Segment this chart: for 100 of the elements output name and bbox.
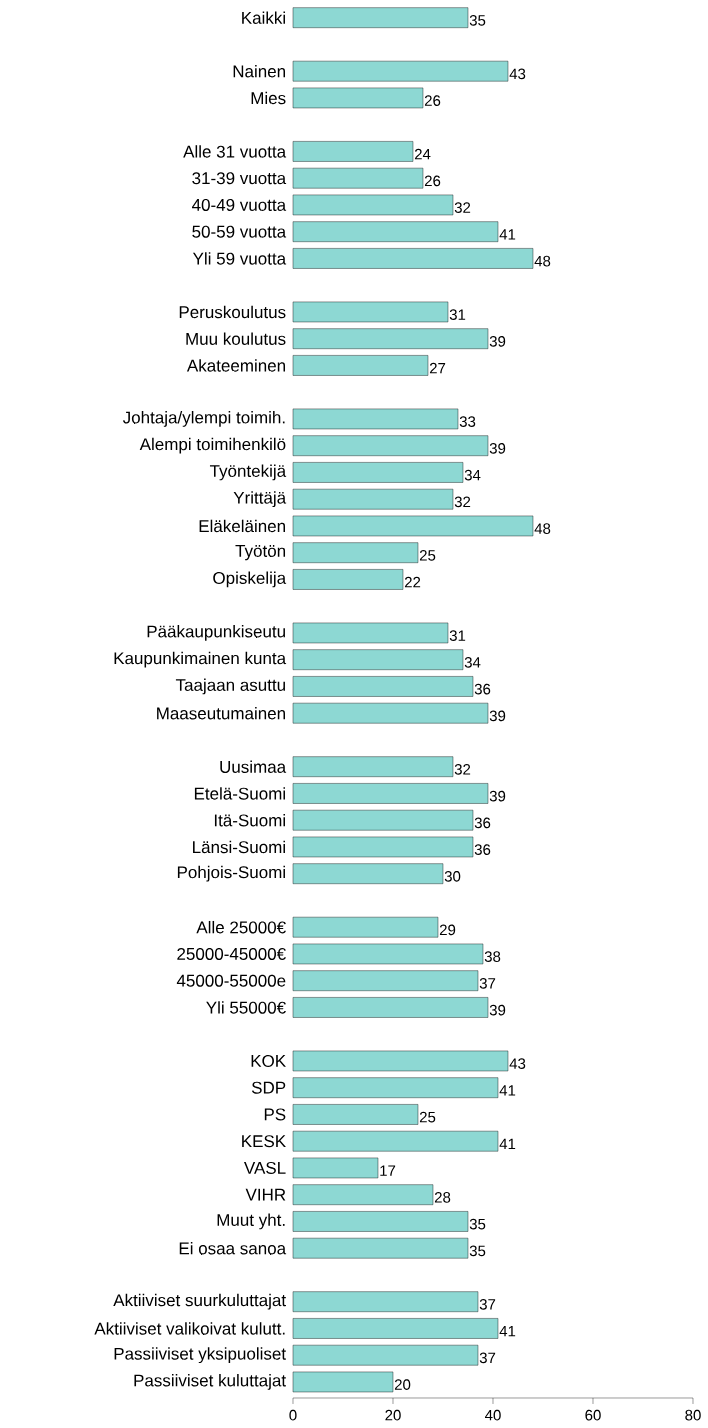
y-tick-label: Kaupunkimainen kunta bbox=[114, 651, 287, 668]
bar bbox=[292, 1318, 499, 1339]
data-label: 37 bbox=[479, 1299, 496, 1310]
y-tick-label: 25000-45000€ bbox=[177, 947, 286, 960]
y-tick-label: 50-59 vuotta bbox=[192, 225, 287, 238]
bar bbox=[292, 355, 429, 376]
data-label: 43 bbox=[509, 68, 526, 80]
bar bbox=[292, 1344, 479, 1366]
y-tick-label: Eläkeläinen bbox=[199, 519, 285, 533]
y-tick-label: Uusimaa bbox=[220, 760, 287, 773]
data-label: 38 bbox=[484, 951, 501, 962]
data-label: 31 bbox=[449, 630, 466, 641]
bar bbox=[292, 87, 424, 109]
bar bbox=[292, 1157, 379, 1179]
data-label: 37 bbox=[479, 1352, 496, 1364]
y-tick-label: Etelä-Suomi bbox=[194, 787, 285, 800]
y-tick-label: Akateeminen bbox=[186, 359, 285, 372]
y-tick-label: Itä-Suomi bbox=[214, 813, 285, 827]
y-tick-label: VIHR bbox=[245, 1188, 286, 1201]
y-tick-label: Kaikki bbox=[242, 11, 285, 24]
data-label: 25 bbox=[419, 1111, 436, 1123]
bar bbox=[292, 569, 404, 590]
bar bbox=[292, 863, 444, 884]
x-tick-label: 40 bbox=[485, 1409, 501, 1421]
bar bbox=[292, 328, 489, 349]
x-tick-label: 80 bbox=[685, 1409, 701, 1421]
data-label: 35 bbox=[469, 1245, 486, 1257]
y-tick-label: Opiskelija bbox=[213, 571, 287, 588]
y-tick-label: Muut yht. bbox=[217, 1213, 285, 1230]
bar bbox=[292, 836, 474, 858]
data-label: 41 bbox=[499, 1138, 516, 1150]
y-tick-label: Taajaan asuttu bbox=[175, 678, 285, 695]
data-label: 39 bbox=[489, 336, 506, 347]
bar bbox=[292, 916, 439, 938]
data-label: 39 bbox=[489, 710, 506, 722]
data-label: 43 bbox=[509, 1058, 526, 1069]
data-label: 24 bbox=[414, 148, 431, 160]
y-tick-label: Alle 31 vuotta bbox=[183, 145, 287, 158]
data-label: 33 bbox=[459, 416, 476, 427]
y-tick-label: Alempi toimihenkilö bbox=[139, 437, 286, 454]
data-label: 48 bbox=[534, 523, 551, 534]
y-tick-label: Työtön bbox=[235, 545, 286, 561]
bar bbox=[292, 435, 489, 456]
y-tick-label: Passiiviset kuluttajat bbox=[134, 1374, 286, 1390]
y-tick-label: Johtaja/ylempi toimih. bbox=[122, 411, 285, 427]
data-label: 36 bbox=[474, 683, 491, 695]
data-label: 22 bbox=[404, 576, 421, 588]
y-tick-label: Alle 25000€ bbox=[196, 920, 286, 934]
bar bbox=[292, 488, 454, 510]
y-tick-label: SDP bbox=[251, 1081, 286, 1094]
y-tick-label: Aktiiviset valikoivat kulutt. bbox=[94, 1322, 285, 1335]
data-label: 34 bbox=[464, 657, 481, 668]
bar bbox=[292, 809, 474, 831]
data-label: 41 bbox=[499, 1085, 516, 1096]
y-tick-label: Yli 55000€ bbox=[206, 1001, 286, 1014]
data-label: 41 bbox=[499, 1325, 516, 1337]
y-tick-label: 31-39 vuotta bbox=[192, 172, 287, 185]
y-tick-label: Länsi-Suomi bbox=[193, 840, 285, 854]
y-tick-label: VASL bbox=[244, 1161, 286, 1174]
bar bbox=[292, 970, 479, 991]
bar bbox=[292, 167, 424, 189]
bar bbox=[292, 756, 454, 777]
y-tick-label: Pääkaupunkiseutu bbox=[147, 625, 285, 641]
bar bbox=[292, 1211, 469, 1232]
bar bbox=[292, 60, 509, 82]
x-tick-label: 0 bbox=[289, 1409, 297, 1421]
bar bbox=[292, 7, 469, 28]
bar bbox=[292, 1291, 479, 1312]
bar bbox=[292, 649, 464, 670]
data-label: 35 bbox=[469, 15, 486, 26]
y-tick-label: Maaseutumainen bbox=[157, 706, 285, 720]
data-label: 39 bbox=[489, 443, 506, 454]
y-tick-label: Passiiviset yksipuoliset bbox=[114, 1347, 286, 1364]
bar bbox=[292, 622, 449, 644]
bar bbox=[292, 1050, 509, 1072]
y-tick-label: KOK bbox=[251, 1054, 286, 1067]
data-label: 27 bbox=[429, 362, 446, 374]
x-tick-label: 60 bbox=[585, 1409, 601, 1421]
data-label: 35 bbox=[469, 1218, 486, 1230]
data-label: 32 bbox=[454, 764, 471, 775]
bar bbox=[292, 997, 489, 1018]
data-label: 25 bbox=[419, 550, 436, 561]
data-label: 28 bbox=[434, 1192, 451, 1203]
y-tick-label: KESK bbox=[242, 1135, 286, 1148]
bar bbox=[292, 515, 534, 537]
data-label: 29 bbox=[439, 924, 456, 936]
bar bbox=[292, 1237, 469, 1259]
bar bbox=[292, 676, 474, 697]
data-label: 30 bbox=[444, 871, 461, 882]
y-tick-label: Mies bbox=[251, 91, 286, 105]
y-tick-label: 40-49 vuotta bbox=[192, 198, 287, 211]
bar bbox=[292, 943, 484, 965]
y-tick-label: Pohjois-Suomi bbox=[177, 865, 285, 882]
y-tick-label: Nainen bbox=[233, 64, 286, 78]
data-label: 32 bbox=[454, 496, 471, 508]
bar bbox=[292, 248, 534, 269]
data-label: 37 bbox=[479, 978, 496, 989]
data-label: 32 bbox=[454, 202, 471, 213]
y-tick-label: Peruskoulutus bbox=[179, 305, 286, 319]
bar bbox=[292, 1077, 499, 1098]
